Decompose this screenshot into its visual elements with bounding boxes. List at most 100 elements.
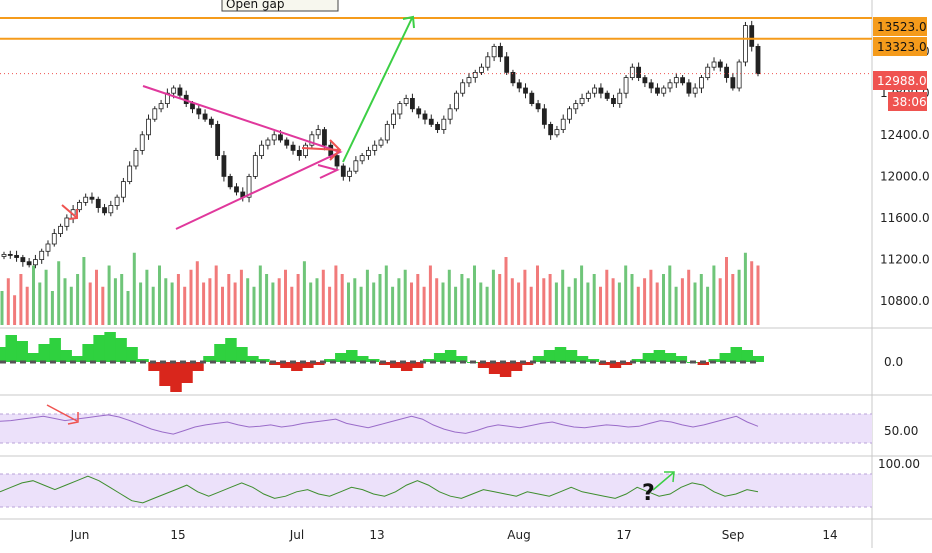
arrow-drawing[interactable] — [342, 15, 415, 163]
candle-body — [529, 92, 535, 104]
volume-bar — [731, 274, 735, 325]
macd-bar — [543, 350, 556, 362]
candle-body — [146, 118, 151, 136]
candle-body — [171, 87, 177, 94]
level-badge — [873, 37, 927, 56]
arrow-drawing[interactable] — [46, 404, 79, 425]
volume-bar — [277, 278, 281, 325]
candle-body — [435, 124, 440, 131]
candle-body — [139, 134, 145, 151]
arrow-drawing[interactable] — [317, 164, 340, 179]
rsi-tick: 50.00 — [884, 424, 918, 438]
candle-body — [89, 196, 95, 200]
candle-body — [177, 87, 183, 96]
macd-bar — [93, 335, 105, 362]
candle-body — [152, 108, 158, 120]
question-mark-annotation[interactable]: ? — [642, 481, 655, 506]
arrow-drawing[interactable] — [301, 139, 342, 161]
arrow-drawing[interactable] — [652, 471, 675, 491]
candle-body — [410, 98, 415, 110]
candle-body — [453, 92, 459, 110]
volume-bar — [315, 278, 319, 325]
candle-body — [560, 118, 566, 130]
candle-body — [7, 253, 13, 256]
macd-bar — [170, 362, 182, 392]
candle-body — [221, 155, 227, 177]
candle-body — [485, 56, 491, 68]
macd-bar — [291, 362, 303, 371]
candle-body — [617, 92, 623, 104]
candle-body — [347, 170, 352, 177]
volume-bar — [737, 269, 741, 325]
candle-body — [460, 82, 466, 94]
volume-bar — [239, 269, 243, 325]
macd-bar — [554, 347, 567, 362]
candle-body — [278, 134, 283, 141]
candle-body — [441, 118, 447, 130]
volume-bar — [725, 257, 728, 325]
candle-body — [661, 87, 667, 94]
macd-bar — [488, 362, 501, 374]
candle-body — [372, 144, 378, 151]
volume-bar — [195, 261, 199, 325]
candle-body — [680, 77, 685, 84]
triangle-drawing[interactable] — [142, 85, 343, 230]
macd-bar — [400, 362, 413, 371]
open-gap-label: Open gap — [226, 0, 284, 11]
volume-bar — [88, 282, 92, 325]
volume-bar — [44, 269, 48, 325]
volume-bar — [485, 286, 489, 325]
candle-body — [623, 77, 629, 94]
candle-body — [114, 196, 120, 206]
macd-bar — [214, 344, 226, 362]
volume-bar — [214, 265, 218, 325]
candle-body — [403, 98, 409, 105]
volume-bar — [151, 286, 155, 325]
volume-bar — [359, 286, 363, 325]
macd-bar — [104, 332, 116, 362]
candle-body — [535, 103, 541, 110]
volume-bar — [643, 278, 647, 325]
macd-bar — [192, 362, 204, 371]
volume-bar — [347, 282, 350, 325]
volume-bar — [636, 286, 640, 325]
macd-bar — [510, 362, 523, 371]
candle-body — [391, 113, 396, 125]
volume-bar — [693, 282, 697, 325]
macd-bar — [444, 350, 457, 362]
volume-bar — [756, 265, 760, 325]
volume-bar — [340, 274, 344, 325]
volume-bar — [0, 291, 4, 325]
volume-bar — [321, 269, 325, 325]
candle-body — [359, 155, 365, 162]
volume-bar — [365, 269, 369, 325]
volume-bar — [208, 278, 212, 325]
candle-body — [58, 225, 63, 235]
macd-bar — [324, 359, 336, 362]
candle-body — [541, 108, 547, 125]
volume-bar — [170, 282, 174, 325]
time-axis[interactable]: Jun 15 Jul 13 Aug 17 Sep 14 — [70, 528, 838, 542]
arrow-drawing[interactable] — [61, 204, 78, 220]
volume-bar — [32, 265, 35, 325]
time-tick-label: Jun — [70, 528, 90, 542]
macd-tick: 0.0 — [884, 355, 903, 369]
macd-bar — [719, 353, 732, 362]
open-gap-label-box[interactable] — [221, 0, 339, 12]
candle-body — [428, 118, 434, 125]
volume-bar — [25, 286, 29, 325]
macd-bar — [642, 353, 655, 362]
time-tick-label: Aug — [507, 528, 530, 542]
macd-bar — [576, 356, 589, 362]
candle-body — [472, 72, 478, 79]
candle-body — [711, 61, 717, 68]
macd-bar — [532, 356, 545, 362]
volume-bar — [107, 265, 111, 325]
candle-body — [717, 61, 723, 68]
candle-body — [26, 261, 32, 266]
macd-bar — [60, 350, 72, 362]
macd-bar — [302, 362, 314, 368]
volume-bar — [473, 265, 476, 325]
